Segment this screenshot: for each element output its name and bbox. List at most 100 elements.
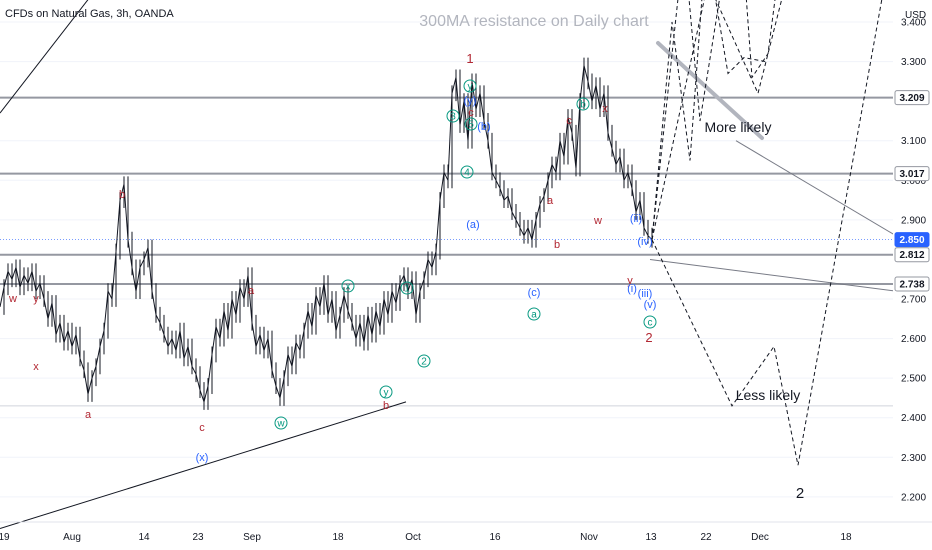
- price-segment: [51, 302, 57, 335]
- wave-label: More likely: [705, 119, 772, 135]
- trendline: [0, 0, 89, 114]
- price-segment: [119, 184, 125, 201]
- price-segment: [391, 290, 397, 304]
- price-segment: [595, 85, 601, 110]
- price-segment: [155, 314, 161, 323]
- price-segment: [263, 338, 269, 351]
- wave-label: c: [468, 107, 474, 119]
- price-segment: [419, 279, 425, 292]
- price-segment: [379, 298, 385, 327]
- price-segment: [143, 247, 149, 260]
- price-segment: [539, 195, 545, 205]
- price-segment: [39, 283, 45, 300]
- price-segment: [251, 322, 257, 347]
- price-segment: [399, 275, 405, 284]
- price-segment: [127, 239, 133, 268]
- price-segment: [191, 366, 197, 375]
- price-segment: [579, 65, 585, 102]
- price-segment: [487, 140, 493, 173]
- price-segment: [123, 184, 129, 240]
- price-ticks: 3.5003.4003.3003.1003.0002.9002.7002.600…: [901, 18, 926, 504]
- price-tick-label: 2.300: [901, 453, 926, 464]
- price-segment: [407, 279, 413, 292]
- price-segment: [535, 203, 541, 221]
- wave-label: (c): [528, 287, 541, 299]
- price-series: [0, 57, 653, 410]
- price-segment: [575, 101, 581, 169]
- wave-label: (y): [464, 95, 477, 107]
- price-segment: [319, 283, 325, 308]
- wave-label: y: [627, 275, 633, 287]
- price-segment: [183, 346, 189, 359]
- circled-wave-label: w: [276, 419, 285, 430]
- price-segment: [431, 251, 437, 268]
- price-segment: [107, 290, 113, 300]
- wave-label: (v): [644, 299, 657, 311]
- price-segment: [507, 196, 513, 213]
- circled-wave-label: y: [468, 82, 473, 93]
- price-segment: [211, 326, 217, 355]
- circled-wave-marker: [400, 281, 414, 295]
- price-segment: [531, 219, 537, 240]
- trendline: [649, 258, 897, 292]
- price-segment: [79, 358, 85, 371]
- price-segment: [587, 81, 593, 102]
- price-tag-box: [894, 166, 930, 182]
- price-segment: [139, 259, 145, 268]
- projection-paths: [651, 0, 883, 466]
- price-segment: [223, 310, 229, 331]
- price-segment: [131, 267, 137, 292]
- wave-label: 2: [645, 330, 652, 345]
- price-segment: [363, 314, 369, 343]
- price-segment: [279, 378, 285, 399]
- price-segment: [635, 199, 641, 213]
- time-tick-label: 23: [192, 532, 204, 543]
- price-segment: [207, 354, 213, 387]
- price-segment: [83, 370, 89, 395]
- price-segment: [623, 172, 629, 181]
- projection-path: [651, 0, 883, 466]
- price-segment: [71, 334, 77, 347]
- price-segment: [355, 322, 361, 339]
- price-tag-label: 2.738: [899, 279, 924, 290]
- wave-label: c: [566, 115, 572, 127]
- price-tick-label: 3.100: [901, 136, 926, 147]
- price-segment: [171, 338, 177, 351]
- price-segment: [315, 294, 321, 308]
- circled-wave-label: y: [384, 388, 389, 399]
- price-tick-label: 3.300: [901, 57, 926, 68]
- price-segment: [135, 267, 141, 292]
- price-segment: [343, 294, 349, 312]
- chart-area[interactable]: [0, 0, 893, 522]
- price-segment: [351, 322, 357, 339]
- price-tick-label: 2.700: [901, 295, 926, 306]
- price-segment: [299, 330, 305, 351]
- price-segment: [35, 282, 41, 292]
- price-segment: [519, 227, 525, 236]
- price-segment: [175, 330, 181, 351]
- wave-label: x: [33, 361, 39, 373]
- price-segment: [195, 374, 201, 391]
- wave-label: (a): [466, 219, 479, 231]
- price-segment: [395, 283, 401, 304]
- price-tag-label: 2.812: [899, 250, 924, 261]
- price-segment: [243, 275, 249, 300]
- price-tags: 3.209 3.017 2.850 2.812 2.738: [894, 90, 930, 292]
- price-segment: [515, 219, 521, 229]
- price-segment: [435, 200, 441, 252]
- price-segment: [323, 283, 329, 315]
- price-tag-box: [894, 276, 930, 292]
- price-segment: [427, 259, 433, 268]
- price-segment: [215, 326, 221, 339]
- price-segment: [543, 180, 549, 197]
- price-segment: [267, 338, 273, 371]
- wave-label: b: [554, 239, 560, 251]
- wave-label: c: [199, 422, 205, 434]
- wave-label: b: [383, 400, 389, 412]
- price-segment: [247, 275, 253, 323]
- price-segment: [643, 227, 649, 236]
- price-segment: [555, 140, 561, 173]
- price-segment: [203, 385, 209, 403]
- circled-wave-marker: [341, 279, 355, 293]
